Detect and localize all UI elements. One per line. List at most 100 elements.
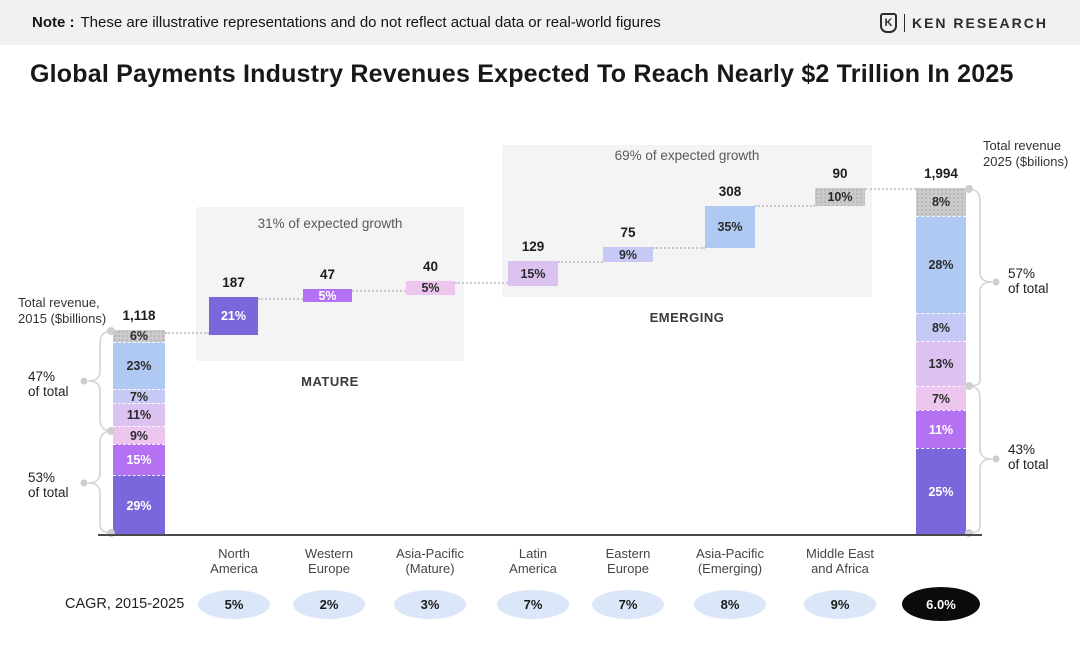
segment-2015-middle-east-africa: 6%: [113, 330, 165, 342]
bracket-2025-bottom: [966, 385, 993, 534]
growth-bar-north-america: 21%: [209, 297, 258, 335]
segment-2025-eastern-europe: 8%: [916, 313, 966, 341]
connector-na-to-we: [258, 298, 303, 300]
mature-growth-caption: 31% of expected growth: [257, 216, 403, 231]
category-north-america: North America: [210, 546, 258, 576]
bracket-2015-bottom: [87, 430, 114, 534]
segment-value: 23%: [126, 359, 152, 373]
segment-value: 13%: [928, 357, 954, 371]
growth-pct: 21%: [220, 309, 247, 323]
growth-pct: 5%: [421, 281, 440, 295]
growth-bar-middle-east-africa: 10%: [815, 188, 865, 206]
segment-value: 11%: [126, 408, 152, 422]
segment-2025-north-america: 25%: [916, 448, 966, 535]
segment-value: 25%: [928, 485, 954, 499]
category-western-europe: Western Europe: [304, 546, 354, 576]
segment-value: 8%: [931, 195, 951, 209]
share-pct: 43%: [1008, 442, 1036, 457]
total-revenue-2015-label: Total revenue, 2015 ($billions): [18, 295, 130, 327]
growth-value-latin-america: 129: [521, 239, 545, 254]
cagr-pill-latin-america: 7%: [497, 590, 569, 619]
total-2025-value: 1,994: [924, 166, 958, 181]
note-bar: Note : These are illustrative representat…: [0, 0, 1080, 45]
brand-name: KEN RESEARCH: [911, 14, 1048, 31]
connector-apm-to-la: [455, 282, 508, 284]
growth-pct: 35%: [717, 220, 743, 234]
growth-value-western-europe: 47: [319, 267, 336, 282]
cagr-pill-asia-pacific-emerging: 8%: [694, 590, 766, 619]
ken-research-shield-icon: K: [879, 12, 897, 33]
connector-ape-to-mea: [755, 205, 815, 207]
growth-bar-eastern-europe: 9%: [603, 247, 653, 262]
share-2015-top-label: 47% of total: [28, 369, 69, 399]
growth-pct: 10%: [827, 190, 853, 204]
cagr-pill-north-america: 5%: [198, 590, 270, 619]
segment-value: 11%: [928, 422, 954, 437]
growth-pct: 5%: [318, 288, 337, 303]
emerging-group-label: EMERGING: [649, 310, 725, 325]
total-2015-stacked-bar: 6% 23% 7% 11% 9% 15% 29%: [113, 330, 165, 535]
category-middle-east-africa: Middle East and Africa: [806, 546, 874, 576]
cagr-row-label: CAGR, 2015-2025: [65, 596, 185, 612]
category-eastern-europe: Eastern Europe: [605, 546, 651, 576]
cagr-pill-middle-east-africa: 9%: [804, 590, 876, 619]
cagr-pill-asia-pacific-mature: 3%: [394, 590, 466, 619]
growth-bar-western-europe: 5%: [303, 288, 352, 303]
growth-pct: 9%: [618, 247, 638, 262]
category-latin-america: Latin America: [509, 546, 557, 576]
segment-2015-asia-pacific-mature: 9%: [113, 426, 165, 444]
chart-title: Global Payments Industry Revenues Expect…: [30, 60, 1014, 88]
connector-we-to-apm: [352, 290, 406, 292]
segment-2025-asia-pacific-mature: 7%: [916, 386, 966, 410]
segment-value: 28%: [928, 258, 954, 272]
segment-value: 29%: [126, 498, 152, 513]
category-asia-pacific-emerging: Asia-Pacific (Emerging): [696, 546, 764, 576]
share-2015-bottom-label: 53% of total: [28, 470, 69, 500]
total-revenue-2015-label-line1: Total revenue,: [18, 295, 100, 310]
segment-2025-asia-pacific-emerging: 28%: [916, 216, 966, 313]
segment-value: 6%: [129, 330, 149, 342]
emerging-group-box: [502, 145, 872, 297]
note-text: Note : These are illustrative representat…: [32, 14, 661, 31]
total-2015-value: 1,118: [122, 308, 156, 323]
x-axis-baseline: [98, 534, 982, 536]
share-2025-top-label: 57% of total: [1008, 266, 1049, 296]
growth-value-middle-east-africa: 90: [832, 166, 848, 181]
share-pct: 57%: [1008, 266, 1036, 281]
total-2025-stacked-bar: 8% 28% 8% 13% 7% 11% 25%: [916, 188, 966, 535]
growth-bar-latin-america: 15%: [508, 261, 558, 286]
share-2025-bottom-label: 43% of total: [1008, 442, 1049, 472]
segment-2015-asia-pacific-emerging: 23%: [113, 342, 165, 389]
connector-2015-to-na: [165, 332, 209, 334]
cagr-pill-overall-total: 6.0%: [902, 587, 980, 621]
connector-ee-to-ape: [653, 247, 705, 249]
segment-2025-western-europe: 11%: [916, 410, 966, 448]
segment-value: 7%: [129, 389, 149, 403]
segment-2025-latin-america: 13%: [916, 341, 966, 386]
bracket-2015-top: [87, 330, 114, 432]
note-body: These are illustrative representations a…: [80, 14, 661, 31]
segment-value: 8%: [931, 320, 951, 335]
connector-mea-to-2025: [865, 188, 916, 190]
bracket-2025-top: [966, 188, 993, 387]
growth-value-asia-pacific-emerging: 308: [718, 184, 742, 199]
segment-2015-north-america: 29%: [113, 475, 165, 535]
growth-pct: 15%: [520, 266, 546, 281]
segment-2015-latin-america: 11%: [113, 403, 165, 426]
total-revenue-2015-label-line2: 2015 ($billions): [18, 311, 107, 326]
share-sub: of total: [28, 384, 69, 399]
segment-2015-eastern-europe: 7%: [113, 389, 165, 403]
growth-value-north-america: 187: [222, 275, 245, 290]
growth-value-asia-pacific-mature: 40: [422, 259, 439, 274]
cagr-pill-eastern-europe: 7%: [592, 590, 664, 619]
segment-value: 15%: [126, 453, 152, 467]
share-pct: 53%: [28, 470, 56, 485]
segment-value: 9%: [129, 428, 149, 443]
segment-2015-western-europe: 15%: [113, 444, 165, 475]
share-sub: of total: [1008, 457, 1049, 472]
note-prefix: Note :: [32, 14, 75, 31]
share-pct: 47%: [28, 369, 56, 384]
cagr-pill-western-europe: 2%: [293, 590, 365, 619]
